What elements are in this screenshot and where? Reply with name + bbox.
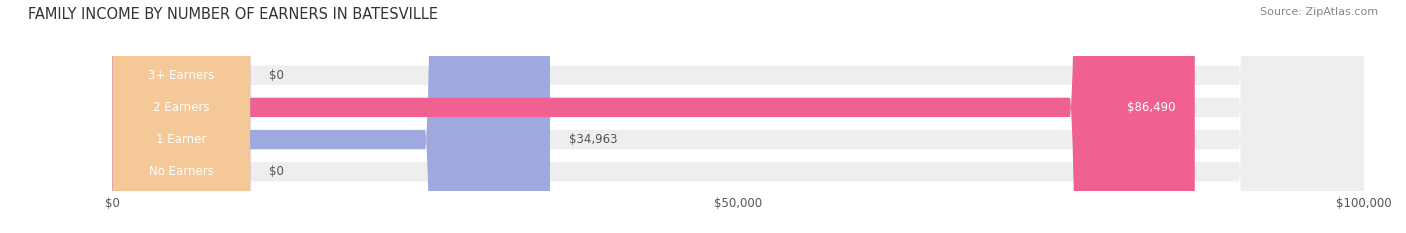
Text: $86,490: $86,490 <box>1128 101 1175 114</box>
Text: $0: $0 <box>269 165 284 178</box>
Text: Source: ZipAtlas.com: Source: ZipAtlas.com <box>1260 7 1378 17</box>
FancyBboxPatch shape <box>112 0 250 233</box>
Text: 1 Earner: 1 Earner <box>156 133 207 146</box>
Text: 2 Earners: 2 Earners <box>153 101 209 114</box>
FancyBboxPatch shape <box>112 0 1364 233</box>
Text: FAMILY INCOME BY NUMBER OF EARNERS IN BATESVILLE: FAMILY INCOME BY NUMBER OF EARNERS IN BA… <box>28 7 439 22</box>
FancyBboxPatch shape <box>112 0 1364 233</box>
Text: $0: $0 <box>269 69 284 82</box>
FancyBboxPatch shape <box>112 0 250 233</box>
FancyBboxPatch shape <box>112 0 550 233</box>
Text: 3+ Earners: 3+ Earners <box>148 69 215 82</box>
FancyBboxPatch shape <box>112 0 1195 233</box>
Text: $34,963: $34,963 <box>569 133 617 146</box>
FancyBboxPatch shape <box>112 0 250 233</box>
FancyBboxPatch shape <box>112 0 1364 233</box>
FancyBboxPatch shape <box>112 0 1364 233</box>
FancyBboxPatch shape <box>112 0 250 233</box>
Text: No Earners: No Earners <box>149 165 214 178</box>
